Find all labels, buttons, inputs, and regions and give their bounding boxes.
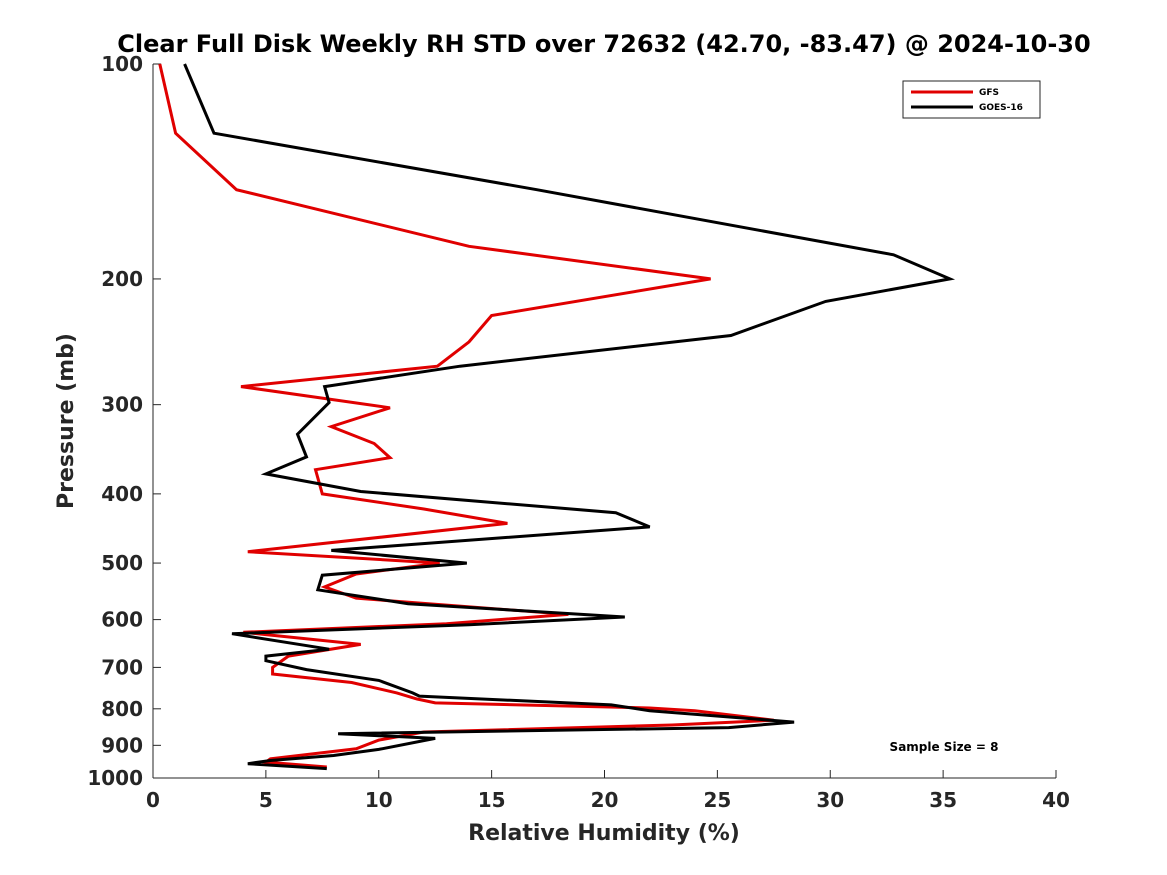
y-tick-label: 600 [101, 608, 143, 632]
x-tick-label: 25 [703, 788, 731, 812]
y-tick-label: 200 [101, 267, 143, 291]
series-line-goes-16 [183, 63, 956, 771]
y-tick-label: 100 [101, 52, 143, 76]
legend-box [902, 80, 1041, 119]
legend: GFS GOES-16 [902, 80, 1041, 119]
y-tick-label: 500 [101, 551, 143, 575]
x-tick-label: 20 [591, 788, 619, 812]
x-tick-label: 5 [259, 788, 273, 812]
y-tick-label: 300 [101, 393, 143, 417]
y-tick-label: 900 [101, 733, 143, 757]
x-tick-label: 40 [1042, 788, 1070, 812]
y-tick-label: 1000 [87, 766, 143, 790]
y-axis-label: Pressure (mb) [54, 333, 79, 509]
x-tick-label: 10 [365, 788, 393, 812]
x-tick-label: 0 [146, 788, 160, 812]
x-axis-label: Relative Humidity (%) [468, 821, 740, 846]
legend-label-goes-16: GOES-16 [979, 103, 1023, 113]
chart-title: Clear Full Disk Weekly RH STD over 72632… [117, 30, 1090, 58]
y-tick-label: 800 [101, 697, 143, 721]
y-tick-label: 700 [101, 655, 143, 679]
x-tick-label: 30 [816, 788, 844, 812]
y-tick-label: 400 [101, 482, 143, 506]
plot-area: 0 5 10 15 20 25 30 35 40 100 200 300 400 500 600 700 800… [87, 52, 1070, 812]
x-tick-label: 35 [929, 788, 957, 812]
sample-size-annotation: Sample Size = 8 [890, 740, 999, 754]
x-tick-label: 15 [478, 788, 506, 812]
legend-label-gfs: GFS [979, 88, 999, 98]
